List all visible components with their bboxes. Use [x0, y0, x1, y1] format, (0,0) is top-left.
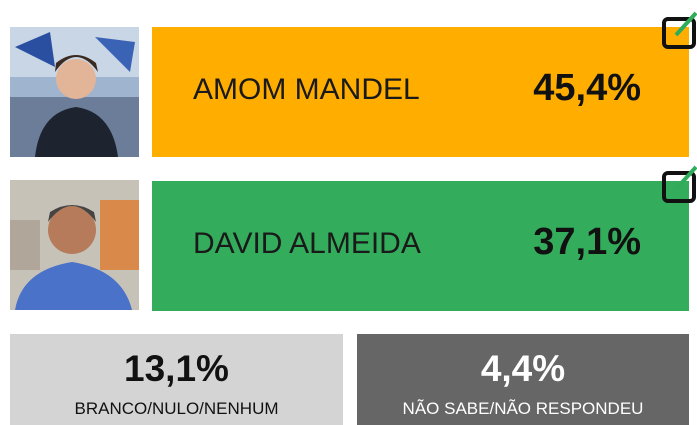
candidate-name: DAVID ALMEIDA	[193, 181, 421, 311]
trend-icon	[660, 9, 697, 49]
candidate-box: DAVID ALMEIDA 37,1%	[152, 181, 689, 311]
candidate-photo	[10, 27, 139, 157]
candidate-box: AMOM MANDEL 45,4%	[152, 27, 689, 157]
other-box: 13,1% BRANCO/NULO/NENHUM	[10, 334, 343, 425]
trend-icon	[660, 163, 697, 203]
candidate-value: 45,4%	[533, 27, 641, 157]
candidate-photo	[10, 180, 139, 310]
candidate-value: 37,1%	[533, 181, 641, 311]
other-value: 13,1%	[10, 348, 343, 390]
other-box: 4,4% NÃO SABE/NÃO RESPONDEU	[357, 334, 689, 425]
page: {"candidates": [ {"name": "AMOM MANDEL",…	[0, 0, 697, 425]
other-value: 4,4%	[357, 348, 689, 390]
candidate-name: AMOM MANDEL	[193, 27, 420, 157]
other-label: NÃO SABE/NÃO RESPONDEU	[357, 399, 689, 419]
other-label: BRANCO/NULO/NENHUM	[10, 399, 343, 419]
